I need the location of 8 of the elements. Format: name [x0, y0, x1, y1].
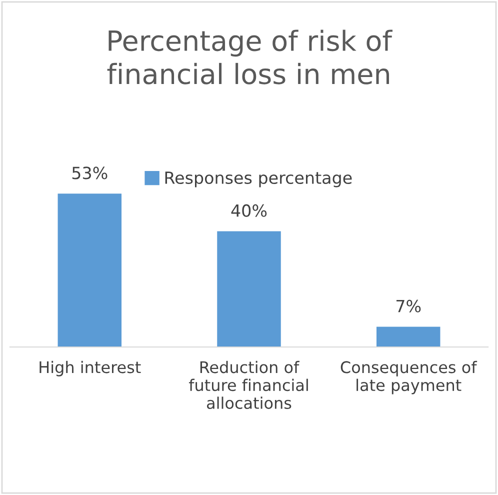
data-label: 40% — [231, 204, 267, 217]
x-tick-label: Reduction of future financial allocations — [188, 360, 308, 410]
data-label: 53% — [72, 166, 108, 180]
chart-title: Percentage of risk of financial loss in men — [107, 30, 393, 84]
legend-label: Responses percentage — [165, 172, 352, 188]
data-label: 7% — [396, 300, 421, 312]
x-tick-label: Consequences of late payment — [340, 360, 478, 394]
x-tick-label: High interest — [40, 360, 141, 376]
